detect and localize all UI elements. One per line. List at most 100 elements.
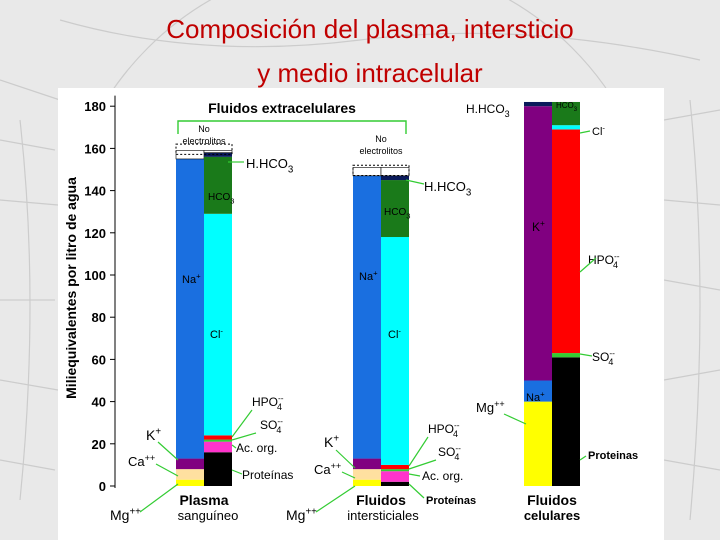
na-label-1-text: Na+ [182,272,201,286]
hpo4-label-1: HPO--4 [252,393,284,412]
y-axis-title: Miliequivalentes por litro de agua [63,177,79,399]
ca-label-1-text: Ca++ [128,453,155,469]
chart-panel: 0 20 40 60 80 100 120 140 160 180 Miliequivalentes… [58,88,664,540]
bar-0-cation-1 [176,469,204,480]
h-hco3-label-2: H.HCO3 [424,179,471,199]
k-guide-2 [335,449,356,469]
so4-label-1-text: SO--4 [260,416,283,435]
bar-0-cation-3 [176,158,204,459]
ac-org-guide-1 [231,444,237,449]
no-electrolitos-box-1 [175,143,233,155]
hpo4-label-2-text: HPO--4 [428,420,460,439]
hco3-label-1: HCO3 [208,192,234,206]
so4-guide-3 [579,353,593,357]
category-label-1-line1: Fluidos [356,492,406,508]
bar-1-cation-3 [353,175,381,459]
annotation-labels: No electrolitos H.HCO3 HCO3 Na+ Cl- HPO--4 SO--… [110,101,638,523]
h-hco3-label-3-text: H.HCO3 [466,102,510,119]
k-label-1: K+ [146,426,161,443]
bar-1-cation-1 [353,469,381,480]
bar-1-anion-0 [381,481,409,486]
bar-0-anion-3 [204,435,232,440]
bar-0-anion-0 [204,452,232,486]
no-electrolitos-label-2-line1: No [375,134,387,144]
y-tick-label-120: 120 [84,226,106,241]
hpo4-label-3-text: HPO--4 [588,251,620,270]
bar-0-anion-4 [204,213,232,436]
y-tick-label-60: 60 [92,352,106,367]
proteinas-label-1: Proteínas [242,468,293,482]
hpo4-guide-2 [408,436,429,467]
hpo4-label-1-text: HPO--4 [252,393,284,412]
no-electrolitos-box-2 [352,164,410,176]
bar-2-anion-1 [552,353,580,358]
h-hco3-label-2-text: H.HCO3 [424,179,471,199]
k-guide-1 [157,441,179,461]
mg-guide-1 [139,483,179,513]
bar-1-cation-0 [353,479,381,486]
so4-label-2-text: SO--4 [438,443,461,462]
category-label-0-line2: sanguíneo [178,508,239,523]
cl-label-3: Cl- [592,124,605,138]
y-tick-label-20: 20 [92,437,106,452]
hpo4-guide-3 [579,257,597,273]
proteinas-label-2: Proteínas [426,495,476,507]
bar-1-anion-5 [381,180,409,238]
page-title-line-1: Composición del plasma, intersticio [166,14,574,44]
so4-guide-2 [408,459,437,470]
cl-guide-3 [579,130,591,134]
mg-label-1-text: Mg++ [110,506,141,523]
so4-label-2: SO--4 [438,443,461,462]
bar-1-anion-4 [381,237,409,465]
bar-1-cation-4 [352,167,382,177]
y-tick-label-160: 160 [84,141,106,156]
proteinas-guide-3 [579,455,587,461]
h-hco3-guide-2 [405,179,425,185]
bar-2-anion-2 [552,129,580,354]
y-tick-label-180: 180 [84,99,106,114]
h-hco3-label-1-text: H.HCO3 [246,156,293,176]
na-label-1: Na+ [182,272,201,286]
hpo4-guide-1 [231,409,253,438]
y-tick-label-140: 140 [84,184,106,199]
bar-1-anion-2 [381,469,409,472]
k-label-3-text: K+ [532,218,545,234]
bar-1-anion-6 [381,175,409,181]
proteinas-guide-1 [231,469,243,475]
mg-label-2-text: Mg++ [286,506,317,523]
cl-label-1-text: Cl- [210,327,223,341]
h-hco3-label-3: H.HCO3 [466,102,510,119]
cl-label-1: Cl- [210,327,223,341]
y-tick-label-100: 100 [84,268,106,283]
stacked-columns [175,101,580,486]
y-tick-label-40: 40 [92,395,106,410]
hco3-label-1-text: HCO3 [208,192,234,206]
na-label-3-text: Na+ [526,390,545,404]
mg-label-1: Mg++ [110,506,141,523]
k-label-2: K+ [324,433,339,450]
hco3-label-3: HCO3 [556,101,578,113]
bar-1-cation-2 [353,458,381,470]
hpo4-label-2: HPO--4 [428,420,460,439]
hco3-label-3-text: HCO3 [556,101,578,113]
guide-lines: Fluidos extracelulares [177,100,407,134]
ionogram-chart: 0 20 40 60 80 100 120 140 160 180 Miliequivalentes… [63,95,638,523]
bar-2-cation-3 [524,101,552,107]
bar-1-anion-3 [381,464,409,470]
so4-label-3-text: SO--4 [592,348,615,367]
y-tick-label-80: 80 [92,310,106,325]
mg-guide-3 [503,413,527,425]
category-label-1-line2: intersticiales [347,508,419,523]
bar-0-anion-2 [204,439,232,442]
bracket-label: Fluidos extracelulares [208,100,356,116]
no-electrolitos-label-2-line2: electrolitos [359,146,403,156]
ac-org-label-1: Ac. org. [236,441,277,455]
k-label-3: K+ [532,218,545,234]
k-label-1-text: K+ [146,426,161,443]
bar-2-cation-0 [524,401,552,486]
ca-label-2-text: Ca++ [314,461,341,477]
y-axis: 0 20 40 60 80 100 120 140 160 180 Miliequivalentes… [63,95,116,494]
mg-label-2: Mg++ [286,506,317,523]
na-label-3: Na+ [526,390,545,404]
bar-0-anion-1 [204,441,232,453]
